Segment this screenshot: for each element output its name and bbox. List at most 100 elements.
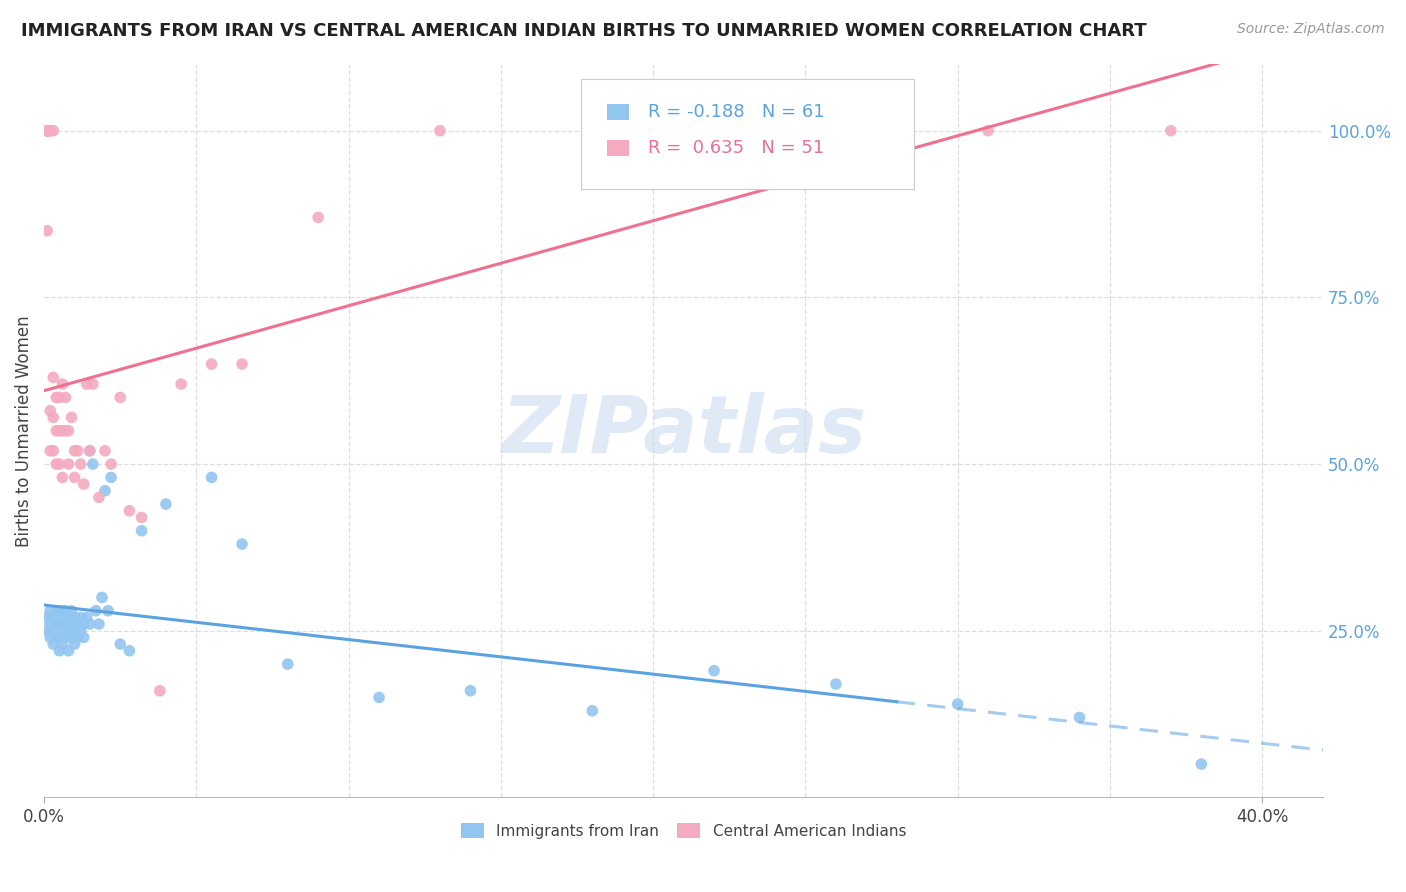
Point xyxy=(79,443,101,458)
Point xyxy=(51,624,73,638)
Legend: Immigrants from Iran, Central American Indians: Immigrants from Iran, Central American I… xyxy=(456,816,912,845)
Point xyxy=(37,624,59,638)
Point xyxy=(42,443,65,458)
Point xyxy=(37,124,59,138)
Text: IMMIGRANTS FROM IRAN VS CENTRAL AMERICAN INDIAN BIRTHS TO UNMARRIED WOMEN CORREL: IMMIGRANTS FROM IRAN VS CENTRAL AMERICAN… xyxy=(21,22,1147,40)
Point xyxy=(277,657,299,672)
Text: ZIPatlas: ZIPatlas xyxy=(501,392,866,470)
Point xyxy=(82,457,104,471)
Point xyxy=(429,124,451,138)
FancyBboxPatch shape xyxy=(607,103,630,120)
Point xyxy=(231,537,253,551)
Point xyxy=(51,610,73,624)
Point xyxy=(37,610,59,624)
Point xyxy=(581,704,603,718)
Point xyxy=(79,617,101,632)
Point xyxy=(60,604,83,618)
FancyBboxPatch shape xyxy=(607,140,630,156)
Point xyxy=(37,124,59,138)
Point xyxy=(60,410,83,425)
Point xyxy=(48,644,70,658)
Point xyxy=(60,631,83,645)
Point xyxy=(63,637,86,651)
Point xyxy=(69,457,91,471)
Point xyxy=(66,631,89,645)
Point xyxy=(73,477,96,491)
Point xyxy=(73,617,96,632)
Point xyxy=(58,457,80,471)
Point xyxy=(63,624,86,638)
Point xyxy=(42,624,65,638)
Point xyxy=(58,610,80,624)
Point xyxy=(703,664,725,678)
Point xyxy=(155,497,177,511)
Point xyxy=(39,403,62,417)
Point xyxy=(1069,710,1091,724)
Point xyxy=(39,604,62,618)
Point xyxy=(84,604,107,618)
Point xyxy=(51,637,73,651)
Point xyxy=(307,211,329,225)
Point xyxy=(39,443,62,458)
Point xyxy=(100,470,122,484)
Point xyxy=(100,457,122,471)
Point xyxy=(48,391,70,405)
Point xyxy=(42,637,65,651)
Point xyxy=(58,644,80,658)
Point xyxy=(42,124,65,138)
Point xyxy=(110,391,132,405)
Point xyxy=(39,631,62,645)
Point xyxy=(37,124,59,138)
Point xyxy=(42,370,65,384)
FancyBboxPatch shape xyxy=(581,78,914,189)
Point xyxy=(39,124,62,138)
Point xyxy=(66,443,89,458)
Point xyxy=(91,591,114,605)
Point xyxy=(118,644,141,658)
Text: R =  0.635   N = 51: R = 0.635 N = 51 xyxy=(648,139,824,157)
Point xyxy=(82,377,104,392)
Point xyxy=(39,617,62,632)
Point xyxy=(131,524,153,538)
Point xyxy=(48,617,70,632)
Point xyxy=(45,424,67,438)
Point xyxy=(79,443,101,458)
Point xyxy=(581,124,603,138)
Point xyxy=(48,604,70,618)
Point xyxy=(231,357,253,371)
Point xyxy=(45,604,67,618)
Point xyxy=(977,124,1000,138)
Point xyxy=(118,504,141,518)
Point xyxy=(45,631,67,645)
Point xyxy=(51,377,73,392)
Point xyxy=(63,610,86,624)
Point xyxy=(66,617,89,632)
Point xyxy=(368,690,391,705)
Point xyxy=(69,610,91,624)
Point xyxy=(73,631,96,645)
Point xyxy=(51,424,73,438)
Point xyxy=(87,491,110,505)
Point xyxy=(149,683,172,698)
Point xyxy=(58,624,80,638)
Point xyxy=(69,624,91,638)
Point xyxy=(763,124,786,138)
Point xyxy=(55,424,77,438)
Point xyxy=(63,470,86,484)
Point xyxy=(825,677,848,691)
Point xyxy=(94,443,117,458)
Point xyxy=(45,391,67,405)
Point xyxy=(1160,124,1182,138)
Point xyxy=(55,631,77,645)
Text: Source: ZipAtlas.com: Source: ZipAtlas.com xyxy=(1237,22,1385,37)
Point xyxy=(87,617,110,632)
Point xyxy=(55,617,77,632)
Point xyxy=(48,457,70,471)
Text: R = -0.188   N = 61: R = -0.188 N = 61 xyxy=(648,103,824,120)
Point xyxy=(460,683,482,698)
Point xyxy=(200,470,222,484)
Point xyxy=(63,443,86,458)
Point xyxy=(48,424,70,438)
Point xyxy=(45,617,67,632)
Point xyxy=(76,610,98,624)
